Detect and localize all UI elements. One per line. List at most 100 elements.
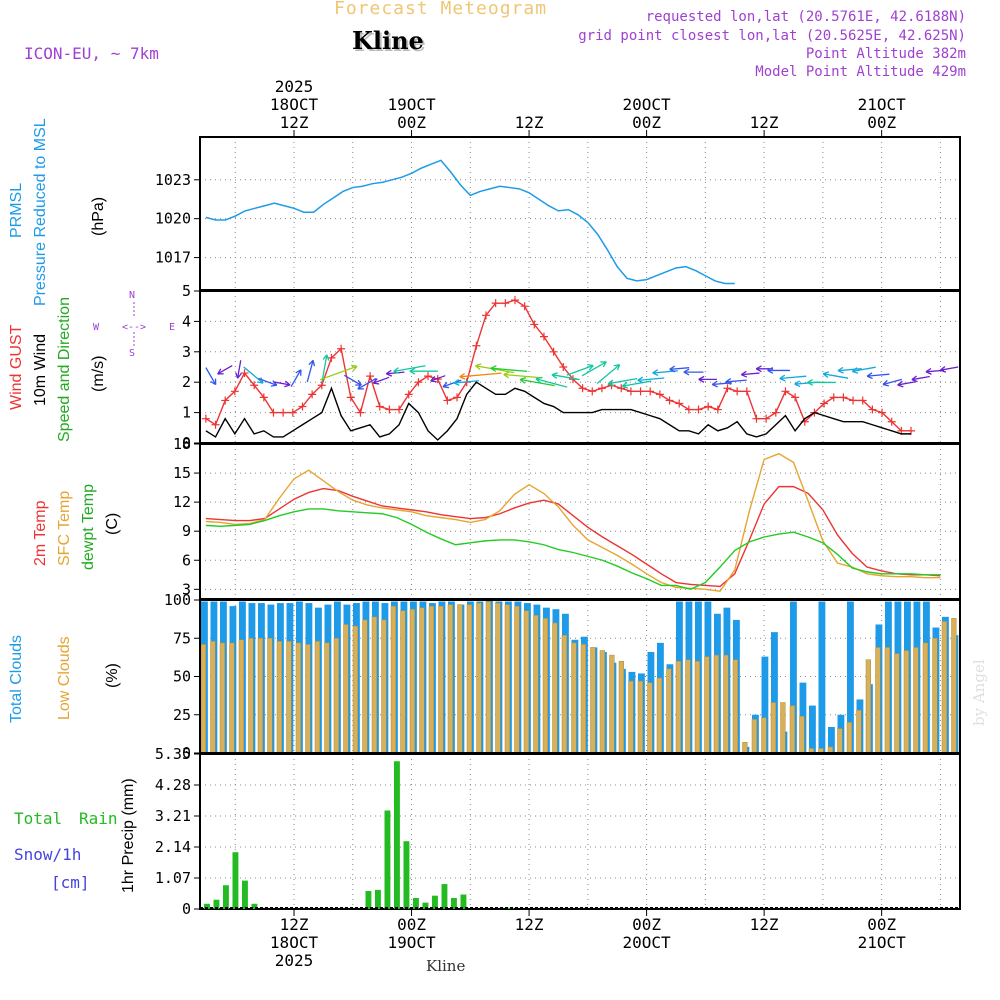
low-cloud-bar bbox=[894, 653, 900, 754]
wind-arrow bbox=[741, 372, 760, 376]
wind-arrow bbox=[882, 378, 903, 386]
rain-bar bbox=[223, 885, 229, 909]
precip-total-label: Total bbox=[14, 809, 63, 828]
gust-marker bbox=[539, 332, 548, 341]
gust-marker bbox=[404, 390, 413, 399]
rain-bar bbox=[384, 810, 391, 909]
wind-arrow bbox=[566, 364, 594, 376]
total-cloud-bar bbox=[847, 601, 854, 753]
gust-marker bbox=[887, 417, 896, 426]
low-cloud-bar bbox=[257, 638, 263, 754]
low-cloud-bar bbox=[666, 668, 672, 754]
gust-marker bbox=[375, 402, 384, 411]
gust-marker bbox=[443, 396, 452, 405]
wind-arrowhead bbox=[669, 365, 676, 373]
low-cloud-bar bbox=[618, 660, 624, 754]
gust-marker bbox=[694, 405, 703, 414]
gust-marker bbox=[395, 405, 404, 414]
low-cloud-bar bbox=[343, 624, 349, 754]
low-cloud-bar bbox=[941, 621, 947, 754]
wind-arrow bbox=[393, 365, 426, 373]
location-title: Kline bbox=[352, 26, 424, 55]
ytick-label: 12 bbox=[173, 493, 191, 511]
xtick-label: 12Z bbox=[515, 915, 544, 934]
pressure-panel: 1017 1020 1023 bbox=[155, 136, 961, 291]
gust-marker bbox=[820, 399, 829, 408]
footer-location: Kline bbox=[426, 957, 466, 975]
wind-arrowhead bbox=[372, 378, 380, 385]
wind-arrow bbox=[343, 374, 362, 386]
wind-arrowhead bbox=[740, 370, 748, 378]
wind-arrow bbox=[581, 361, 607, 377]
low-cloud-bar bbox=[789, 705, 795, 754]
low-cloud-bar bbox=[476, 602, 482, 754]
gust-marker bbox=[482, 311, 491, 320]
precip-rain-label: Rain bbox=[79, 809, 118, 828]
low-cloud-bar bbox=[656, 677, 662, 754]
total-cloud-bar bbox=[771, 632, 778, 753]
low-cloud-bar bbox=[903, 650, 909, 754]
ytick-label: 1020 bbox=[155, 210, 191, 228]
dewpt-line bbox=[205, 508, 941, 591]
wind-arrow bbox=[669, 367, 690, 371]
wind-arrow bbox=[357, 377, 377, 390]
low-cloud-bar bbox=[305, 644, 311, 754]
wind-arrow bbox=[897, 381, 916, 386]
gust-marker bbox=[665, 396, 674, 405]
wind-arrowhead bbox=[587, 363, 594, 371]
ytick-label: 75 bbox=[173, 629, 191, 647]
gust-marker bbox=[713, 405, 722, 414]
low-cloud-bar bbox=[457, 604, 463, 754]
wind-arrowhead bbox=[925, 367, 932, 375]
gust-marker bbox=[230, 387, 239, 396]
low-cloud-bar bbox=[846, 722, 852, 754]
low-cloud-bar bbox=[694, 660, 700, 754]
xtick-label: 18OCT bbox=[270, 95, 319, 114]
gust-marker bbox=[337, 344, 346, 353]
low-cloud-bar bbox=[704, 656, 710, 754]
svg-text:<-->: <--> bbox=[122, 322, 146, 333]
compass-w: W bbox=[93, 322, 100, 333]
panel-frame bbox=[199, 290, 961, 444]
gust-marker bbox=[849, 396, 858, 405]
wind-arrowhead bbox=[551, 372, 558, 379]
wind-arrowhead bbox=[350, 364, 358, 372]
wind-arrow bbox=[321, 354, 328, 383]
low-cloud-bar bbox=[913, 647, 919, 754]
rain-bar bbox=[413, 897, 419, 909]
rain-bar bbox=[213, 899, 220, 909]
gust-marker bbox=[356, 408, 365, 417]
wind-arrow bbox=[852, 366, 876, 372]
gust-marker bbox=[733, 387, 742, 396]
temperature-panel: 3 6 9 12 15 18 bbox=[173, 435, 961, 600]
gust-marker bbox=[839, 393, 848, 402]
wind-arrowhead bbox=[393, 367, 400, 374]
low-cloud-bar bbox=[685, 659, 691, 754]
clouds-panel: 0 25 50 75 100 bbox=[164, 591, 961, 762]
low-cloud-bar bbox=[504, 604, 510, 754]
gust-marker bbox=[878, 408, 887, 417]
compass-s: S bbox=[129, 348, 135, 358]
xtick-label: 12Z bbox=[750, 915, 779, 934]
gust-marker bbox=[636, 387, 645, 396]
wind-arrow bbox=[386, 371, 405, 375]
low-cloud-bar bbox=[637, 680, 643, 754]
low-cloud-bar bbox=[856, 709, 862, 754]
low-cloud-bar bbox=[628, 680, 634, 754]
gust-marker bbox=[327, 353, 336, 362]
rain-bar bbox=[394, 761, 400, 909]
low-cloud-bar bbox=[352, 625, 358, 754]
rain-bar bbox=[441, 884, 448, 909]
t2m-line bbox=[205, 485, 941, 588]
low-cloud-bar bbox=[295, 642, 301, 754]
wind-arrowhead bbox=[652, 369, 659, 377]
ytick-label: 5 bbox=[182, 282, 191, 300]
xtick-label: 18OCT bbox=[270, 933, 319, 952]
xtick-label: 00Z bbox=[397, 113, 426, 132]
xtick-label: 19OCT bbox=[387, 95, 436, 114]
xtick-label: 20OCT bbox=[623, 95, 672, 114]
wind-arrow bbox=[290, 369, 302, 388]
low-cloud-bar bbox=[390, 605, 396, 754]
wind-arrow bbox=[823, 373, 849, 379]
